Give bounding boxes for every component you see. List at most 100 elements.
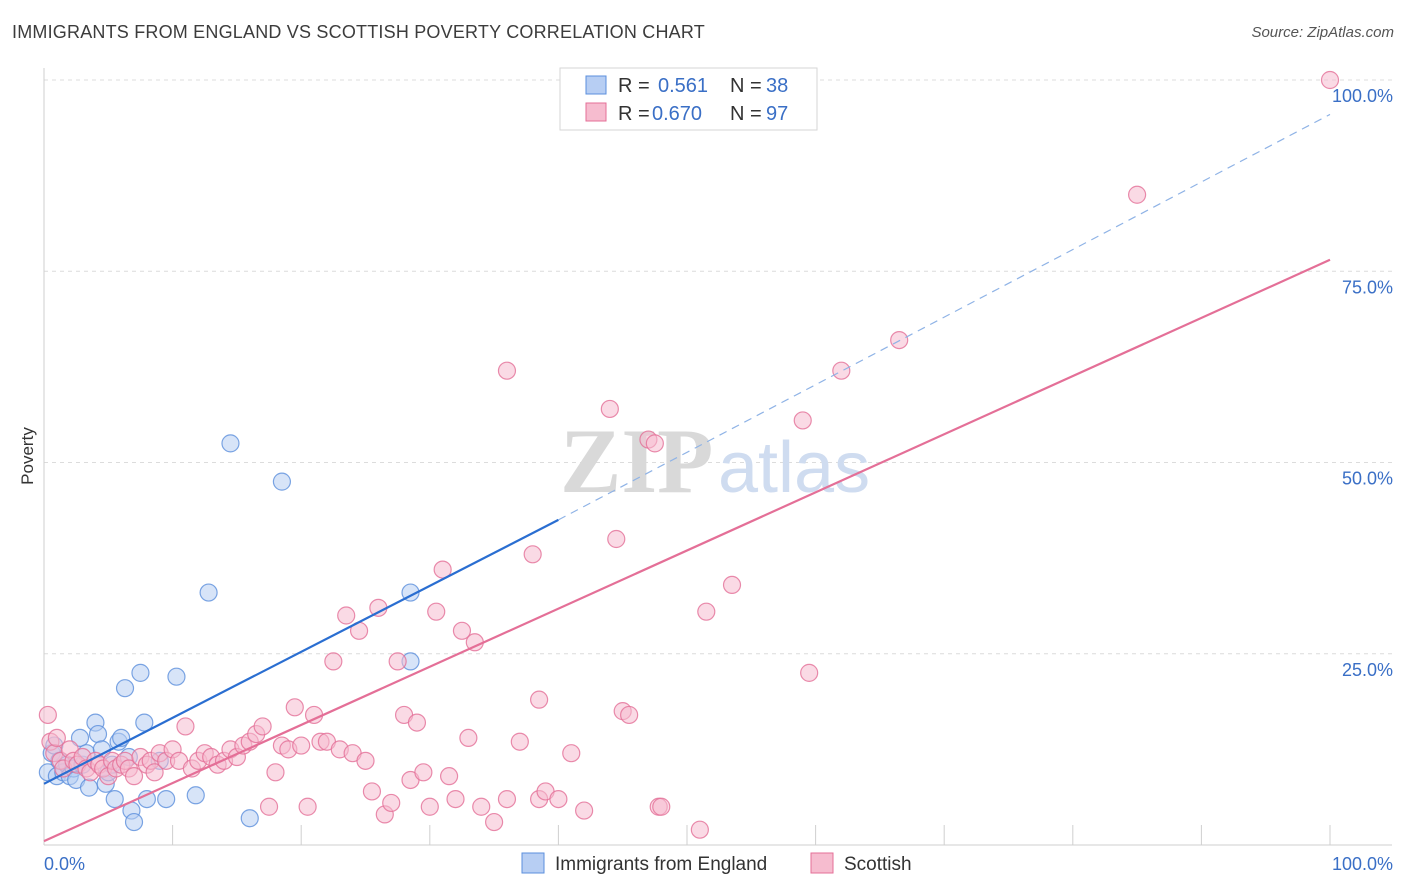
point-scottish-55 (337, 606, 356, 625)
point-scottish-62 (382, 793, 401, 813)
point-scottish-79 (510, 732, 529, 751)
point-scottish-84 (549, 789, 568, 809)
point-scottish-76 (472, 797, 491, 816)
point-england-13 (79, 778, 99, 797)
point-england-27 (131, 663, 150, 682)
point-scottish-77 (485, 812, 504, 832)
point-england-10 (70, 728, 90, 748)
y-tick-label-1: 50.0% (1342, 469, 1393, 489)
axes (43, 68, 1392, 846)
point-scottish-21 (124, 767, 144, 786)
point-scottish-63 (388, 652, 407, 671)
legend-england-r-label: R = (618, 75, 650, 97)
trend-line-england-extension (558, 113, 1331, 521)
y-tick-label-3: 100.0% (1332, 86, 1393, 106)
point-england-37 (272, 472, 292, 491)
point-scottish-87 (600, 399, 619, 419)
point-scottish-71 (439, 767, 459, 786)
point-scottish-82 (530, 690, 549, 709)
point-england-33 (186, 786, 205, 805)
legend-england-n-label: N = (730, 75, 762, 97)
point-scottish-60 (369, 598, 388, 617)
point-scottish-99 (800, 663, 819, 682)
legend-scottish-n-value: 97 (766, 103, 788, 125)
trend-lines (43, 113, 1331, 843)
point-scottish-78 (497, 789, 517, 809)
point-scottish-103 (1320, 70, 1340, 90)
point-england-32 (167, 667, 186, 686)
legend-england-n-value: 38 (766, 75, 788, 97)
point-scottish-42 (253, 717, 272, 736)
legend-scottish-n-label: N = (730, 103, 762, 125)
point-scottish-86 (575, 801, 594, 820)
point-scottish-0 (38, 705, 57, 725)
point-england-26 (124, 812, 144, 832)
point-scottish-47 (285, 698, 304, 717)
point-england-23 (115, 679, 135, 698)
point-scottish-100 (832, 361, 851, 380)
legend-scottish-r-label: R = (618, 103, 650, 125)
point-scottish-88 (607, 529, 626, 549)
legend-swatch-england (585, 75, 607, 95)
point-scottish-85 (562, 744, 581, 763)
data-points (38, 70, 1340, 839)
gridlines (44, 79, 1392, 655)
point-scottish-102 (1127, 185, 1147, 204)
point-scottish-104 (497, 361, 517, 380)
point-england-36 (240, 809, 259, 828)
point-england-34 (199, 583, 218, 602)
point-scottish-43 (259, 797, 279, 816)
point-scottish-73 (452, 621, 472, 640)
watermark: ZIP atlas (560, 410, 870, 512)
point-scottish-69 (427, 602, 446, 621)
bottom-legend-swatch-scottish (810, 852, 834, 874)
point-scottish-30 (176, 717, 195, 736)
point-scottish-44 (266, 763, 285, 782)
y-axis-title: Poverty (18, 427, 37, 485)
y-tick-label-2: 75.0% (1342, 277, 1393, 297)
chart-title: IMMIGRANTS FROM ENGLAND VS SCOTTISH POVE… (12, 22, 705, 42)
point-scottish-53 (324, 652, 343, 671)
point-scottish-101 (890, 331, 909, 350)
point-scottish-95 (690, 820, 709, 839)
point-scottish-59 (362, 782, 382, 801)
point-scottish-48 (292, 736, 311, 755)
y-tick-label-0: 25.0% (1342, 660, 1393, 680)
y-tick-labels: 25.0% 50.0% 75.0% 100.0% (1332, 86, 1393, 680)
point-scottish-92 (645, 434, 664, 453)
x-tick-labels: 0.0% 100.0% (44, 854, 1393, 874)
source-credit: Source: ZipAtlas.com (1251, 24, 1394, 41)
point-england-31 (157, 789, 176, 809)
point-scottish-67 (414, 763, 433, 782)
point-scottish-94 (652, 797, 671, 816)
bottom-legend-england: Immigrants from England (555, 854, 767, 875)
point-scottish-97 (722, 575, 742, 595)
point-scottish-98 (793, 411, 812, 430)
point-scottish-66 (407, 713, 427, 732)
trend-line-scottish (43, 258, 1331, 843)
point-scottish-72 (446, 789, 465, 809)
point-scottish-90 (620, 705, 639, 725)
point-scottish-68 (420, 797, 439, 816)
watermark-zip: ZIP (560, 410, 713, 512)
legend-swatch-scottish (585, 102, 607, 122)
point-scottish-58 (356, 751, 375, 770)
trend-line-england (43, 518, 559, 785)
x-tick-label-0: 0.0% (44, 854, 85, 874)
point-england-15 (88, 724, 108, 744)
point-england-20 (105, 789, 124, 809)
point-scottish-74 (459, 728, 478, 748)
point-scottish-25 (145, 763, 164, 782)
point-scottish-3 (47, 728, 66, 748)
bottom-legend-swatch-england (521, 852, 545, 874)
legend-box: R = 0.561 N = 38 R = 0.670 N = 97 (559, 67, 818, 131)
point-scottish-80 (523, 545, 542, 564)
legend-scottish-r-value: 0.670 (652, 103, 702, 125)
point-scottish-49 (298, 797, 317, 816)
bottom-legend: Immigrants from England Scottish (521, 852, 912, 875)
point-england-35 (221, 434, 240, 453)
point-scottish-96 (697, 602, 716, 621)
legend-england-r-value: 0.561 (658, 75, 708, 97)
bottom-legend-scottish: Scottish (844, 854, 912, 875)
